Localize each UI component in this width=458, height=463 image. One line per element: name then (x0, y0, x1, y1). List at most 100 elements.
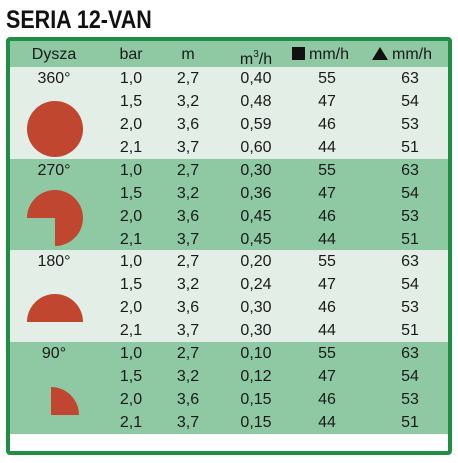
table-row: 2,0 3,6 0,45 46 53 (10, 205, 448, 228)
table-row: 1,5 3,2 0,12 47 54 (10, 365, 448, 388)
square-icon (292, 47, 305, 60)
flow-cell: 0,15 (240, 413, 272, 431)
header-radius: m (181, 46, 195, 63)
radius-cell: 2,7 (176, 253, 200, 270)
precip-square-cell: 44 (318, 139, 336, 156)
flow-cell: 0,20 (240, 253, 272, 270)
precip-triangle-cell: 63 (401, 344, 419, 362)
flow-cell: 0,45 (240, 207, 272, 225)
precip-square-cell: 47 (318, 276, 336, 293)
precip-triangle-cell: 51 (401, 413, 419, 431)
pressure-cell: 2,1 (119, 139, 143, 156)
pressure-cell: 2,1 (119, 322, 143, 339)
pressure-cell: 1,0 (119, 161, 143, 179)
precip-square-cell: 46 (318, 207, 336, 225)
page-title: SERIA 12-VAN (6, 6, 152, 34)
table-row: 2,1 3,7 0,45 44 51 (10, 228, 448, 251)
flow-cell: 0,30 (240, 322, 272, 339)
pressure-cell: 1,0 (119, 344, 143, 362)
precip-square-cell: 44 (318, 322, 336, 339)
nozzle-angle-label: 360° (37, 70, 71, 87)
flow-cell: 0,30 (240, 299, 272, 316)
radius-cell: 2,7 (176, 161, 200, 179)
header-precip-triangle-label: mm/h (392, 46, 432, 63)
radius-cell: 2,7 (176, 344, 200, 362)
nozzle-angle-label: 270° (37, 161, 71, 179)
pressure-cell: 1,5 (119, 93, 143, 110)
pressure-cell: 2,1 (119, 413, 143, 431)
pressure-cell: 2,1 (119, 230, 143, 248)
header-pressure: bar (119, 46, 143, 63)
radius-cell: 3,2 (176, 367, 200, 385)
pressure-cell: 1,5 (119, 367, 143, 385)
precip-triangle-cell: 51 (401, 322, 419, 339)
precip-triangle-cell: 63 (401, 253, 419, 270)
header-flow-unit: /h (258, 51, 273, 68)
table-row: 1,5 3,2 0,24 47 54 (10, 273, 448, 296)
table-row: 1,0 2,7 0,20 55 63 (10, 250, 448, 273)
flow-cell: 0,10 (240, 344, 272, 362)
triangle-icon (372, 47, 388, 60)
radius-cell: 3,7 (176, 413, 200, 431)
precip-square-cell: 47 (318, 367, 336, 385)
precip-triangle-cell: 53 (401, 207, 419, 225)
radius-cell: 3,7 (176, 230, 200, 248)
nozzle-angle-label: 180° (37, 253, 71, 270)
precip-square-cell: 44 (318, 413, 336, 431)
pressure-cell: 2,0 (119, 390, 143, 408)
flow-cell: 0,24 (240, 276, 272, 293)
precip-triangle-cell: 63 (401, 70, 419, 87)
precip-square-cell: 47 (318, 184, 336, 202)
precip-triangle-cell: 51 (401, 230, 419, 248)
flow-cell: 0,48 (240, 93, 272, 110)
table-header: Dysza bar m m3/h mm/h mm/h (10, 41, 448, 68)
header-flow: m3/h (222, 43, 290, 71)
precip-square-cell: 46 (318, 116, 336, 133)
flow-cell: 0,60 (240, 139, 272, 156)
pressure-cell: 2,0 (119, 299, 143, 316)
spec-table: Dysza bar m m3/h mm/h mm/h 360° 1,0 2,7 0,4… (6, 37, 452, 455)
nozzle-360-icon (26, 100, 84, 163)
table-row: 2,1 3,7 0,30 44 51 (10, 319, 448, 342)
radius-cell: 3,7 (176, 322, 200, 339)
header-precip-square-label: mm/h (309, 46, 349, 63)
precip-triangle-cell: 54 (401, 367, 419, 385)
precip-square-cell: 55 (318, 344, 336, 362)
header-precip-square: mm/h (292, 43, 382, 66)
table-row: 2,1 3,7 0,60 44 51 (10, 136, 448, 159)
nozzle-group: 90° 1,0 2,7 0,10 55 63 1,5 3,2 0,12 47 54 2,0 3,6 0,1… (10, 341, 448, 434)
header-nozzle: Dysza (31, 46, 77, 63)
radius-cell: 3,7 (176, 139, 200, 156)
flow-cell: 0,36 (240, 184, 272, 202)
precip-triangle-cell: 54 (401, 93, 419, 110)
table-row: 2,1 3,7 0,15 44 51 (10, 411, 448, 434)
precip-square-cell: 44 (318, 230, 336, 248)
radius-cell: 3,2 (176, 184, 200, 202)
precip-square-cell: 55 (318, 70, 336, 87)
table-row: 2,0 3,6 0,59 46 53 (10, 113, 448, 136)
flow-cell: 0,40 (240, 70, 272, 87)
precip-triangle-cell: 54 (401, 184, 419, 202)
radius-cell: 3,2 (176, 93, 200, 110)
precip-triangle-cell: 51 (401, 139, 419, 156)
pressure-cell: 2,0 (119, 207, 143, 225)
radius-cell: 3,6 (176, 207, 200, 225)
table-row: 1,5 3,2 0,48 47 54 (10, 90, 448, 113)
radius-cell: 3,6 (176, 299, 200, 316)
nozzle-group: 360° 1,0 2,7 0,40 55 63 1,5 3,2 0,48 47 54 2,0 3,6 0,… (10, 67, 448, 159)
radius-cell: 3,6 (176, 390, 200, 408)
pressure-cell: 2,0 (119, 116, 143, 133)
table-row: 1,5 3,2 0,36 47 54 (10, 182, 448, 205)
nozzle-group: 180° 1,0 2,7 0,20 55 63 1,5 3,2 0,24 47 54 2,0 3,6 0,… (10, 250, 448, 342)
pressure-cell: 1,0 (119, 253, 143, 270)
pressure-cell: 1,5 (119, 276, 143, 293)
flow-cell: 0,15 (240, 390, 272, 408)
nozzle-270-icon (26, 189, 84, 252)
precip-triangle-cell: 53 (401, 390, 419, 408)
nozzle-group: 270° 1,0 2,7 0,30 55 63 1,5 3,2 0,36 47 54 2,0 3,6 0,… (10, 158, 448, 252)
precip-triangle-cell: 63 (401, 161, 419, 179)
radius-cell: 3,6 (176, 116, 200, 133)
precip-square-cell: 46 (318, 390, 336, 408)
flow-cell: 0,59 (240, 116, 272, 133)
flow-cell: 0,12 (240, 367, 272, 385)
